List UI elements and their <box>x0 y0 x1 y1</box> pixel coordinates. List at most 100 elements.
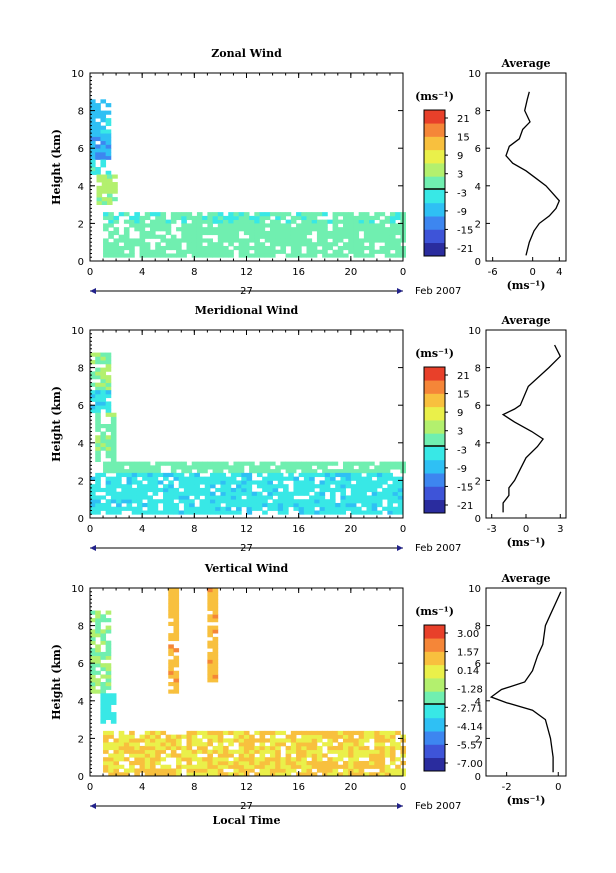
heatmap-cell <box>366 484 373 489</box>
average-y-tick-label: 10 <box>468 326 481 337</box>
heatmap-cell <box>379 219 386 224</box>
heatmap-cell <box>90 666 96 672</box>
y-tick-label: 4 <box>78 182 84 193</box>
heatmap-cell <box>277 499 284 504</box>
heatmap-cell <box>170 245 177 251</box>
heatmap-cell <box>329 476 336 481</box>
heatmap-cell <box>90 393 96 399</box>
heatmap-cell <box>376 480 383 485</box>
heatmap-cell <box>316 753 323 758</box>
heatmap-cell <box>105 378 112 384</box>
heatmap-cell <box>108 764 114 769</box>
heatmap-cell <box>90 129 96 134</box>
heatmap-cell <box>228 234 234 239</box>
heatmap-cell <box>301 238 307 243</box>
heatmap-cell <box>176 757 182 762</box>
heatmap-cell <box>269 227 276 232</box>
date-axis-arrow <box>90 545 96 551</box>
heatmap-cell <box>275 234 281 239</box>
heatmap-cell <box>228 215 234 221</box>
colorbar-frame <box>423 366 446 514</box>
heatmap-cell <box>332 212 339 217</box>
heatmap-cell <box>269 219 276 224</box>
heatmap-cell <box>178 476 185 481</box>
heatmap-cell <box>90 99 96 104</box>
heatmap-cell <box>376 476 383 481</box>
heatmap-cell <box>112 174 118 179</box>
heatmap-cell <box>306 215 313 221</box>
heatmap-cell <box>311 227 318 232</box>
heatmap-cell <box>212 666 219 672</box>
heatmap-cell <box>322 223 328 228</box>
heatmap-cell <box>131 487 138 493</box>
heatmap-cell <box>343 245 349 251</box>
heatmap-cell <box>204 480 211 485</box>
heatmap-cell <box>178 510 185 515</box>
heatmap-cell <box>259 469 266 474</box>
heatmap-cell <box>241 491 247 496</box>
heatmap-cell <box>178 499 185 504</box>
heatmap-cell <box>296 253 302 258</box>
heatmap-cell <box>202 734 208 739</box>
heatmap-cell <box>136 510 143 515</box>
heatmap-cell <box>387 476 393 481</box>
heatmap-cell <box>223 253 229 258</box>
heatmap-cell <box>144 745 151 751</box>
heatmap-cell <box>181 469 187 474</box>
heatmap-cell <box>95 125 101 130</box>
heatmap-cell <box>217 760 224 766</box>
heatmap-cell <box>254 760 260 766</box>
heatmap-cell <box>100 472 107 478</box>
heatmap-cell <box>212 465 219 470</box>
heatmap-cell <box>392 491 399 496</box>
heatmap-cell <box>329 510 336 515</box>
x-tick-label: 0 <box>400 782 406 793</box>
heatmap-cell <box>113 219 120 224</box>
heatmap-cell <box>173 659 180 664</box>
heatmap-cell <box>139 227 146 232</box>
heatmap-cell <box>95 655 101 660</box>
heatmap-cell <box>191 738 198 743</box>
heatmap-cell <box>96 185 103 190</box>
heatmap-cell <box>228 253 234 258</box>
heatmap-cell <box>395 772 401 777</box>
heatmap-cell <box>259 730 266 736</box>
heatmap-cell <box>170 238 177 243</box>
heatmap-cell <box>376 472 383 478</box>
x-tick-label: 0 <box>87 267 93 278</box>
heatmap-cell <box>163 472 169 478</box>
heatmap-cell <box>191 242 198 247</box>
heatmap-cell <box>147 506 153 511</box>
heatmap-cell <box>139 215 146 221</box>
heatmap-cell <box>316 749 323 754</box>
heatmap-cell <box>293 502 300 508</box>
colorbar-segment <box>424 717 445 732</box>
chart-title: Zonal Wind <box>211 47 282 60</box>
heatmap-cell <box>181 212 187 217</box>
heatmap-cell <box>259 461 266 466</box>
heatmap-cell <box>395 465 401 470</box>
heatmap-cell <box>353 745 360 751</box>
heatmap-cell <box>280 227 287 232</box>
heatmap-cell <box>369 757 375 762</box>
heatmap-cell <box>105 442 112 447</box>
heatmap-cell <box>170 212 177 217</box>
heatmap-cell <box>243 238 250 243</box>
heatmap-cell <box>217 734 224 739</box>
heatmap-cell <box>269 757 276 762</box>
heatmap-cell <box>353 227 360 232</box>
heatmap-cell <box>384 734 391 739</box>
colorbar-segment <box>424 731 445 745</box>
heatmap-cell <box>113 461 120 466</box>
heatmap-cell <box>319 506 326 511</box>
heatmap-cell <box>322 734 328 739</box>
average-y-tick-label: 8 <box>475 107 481 118</box>
heatmap-cell <box>103 223 109 228</box>
heatmap-cell <box>160 245 167 251</box>
heatmap-cell <box>361 484 367 489</box>
heatmap-cell <box>173 599 180 604</box>
heatmap-cell <box>207 772 213 777</box>
heatmap-cell <box>207 215 213 221</box>
heatmap-cell <box>196 738 203 743</box>
heatmap-cell <box>311 745 318 751</box>
